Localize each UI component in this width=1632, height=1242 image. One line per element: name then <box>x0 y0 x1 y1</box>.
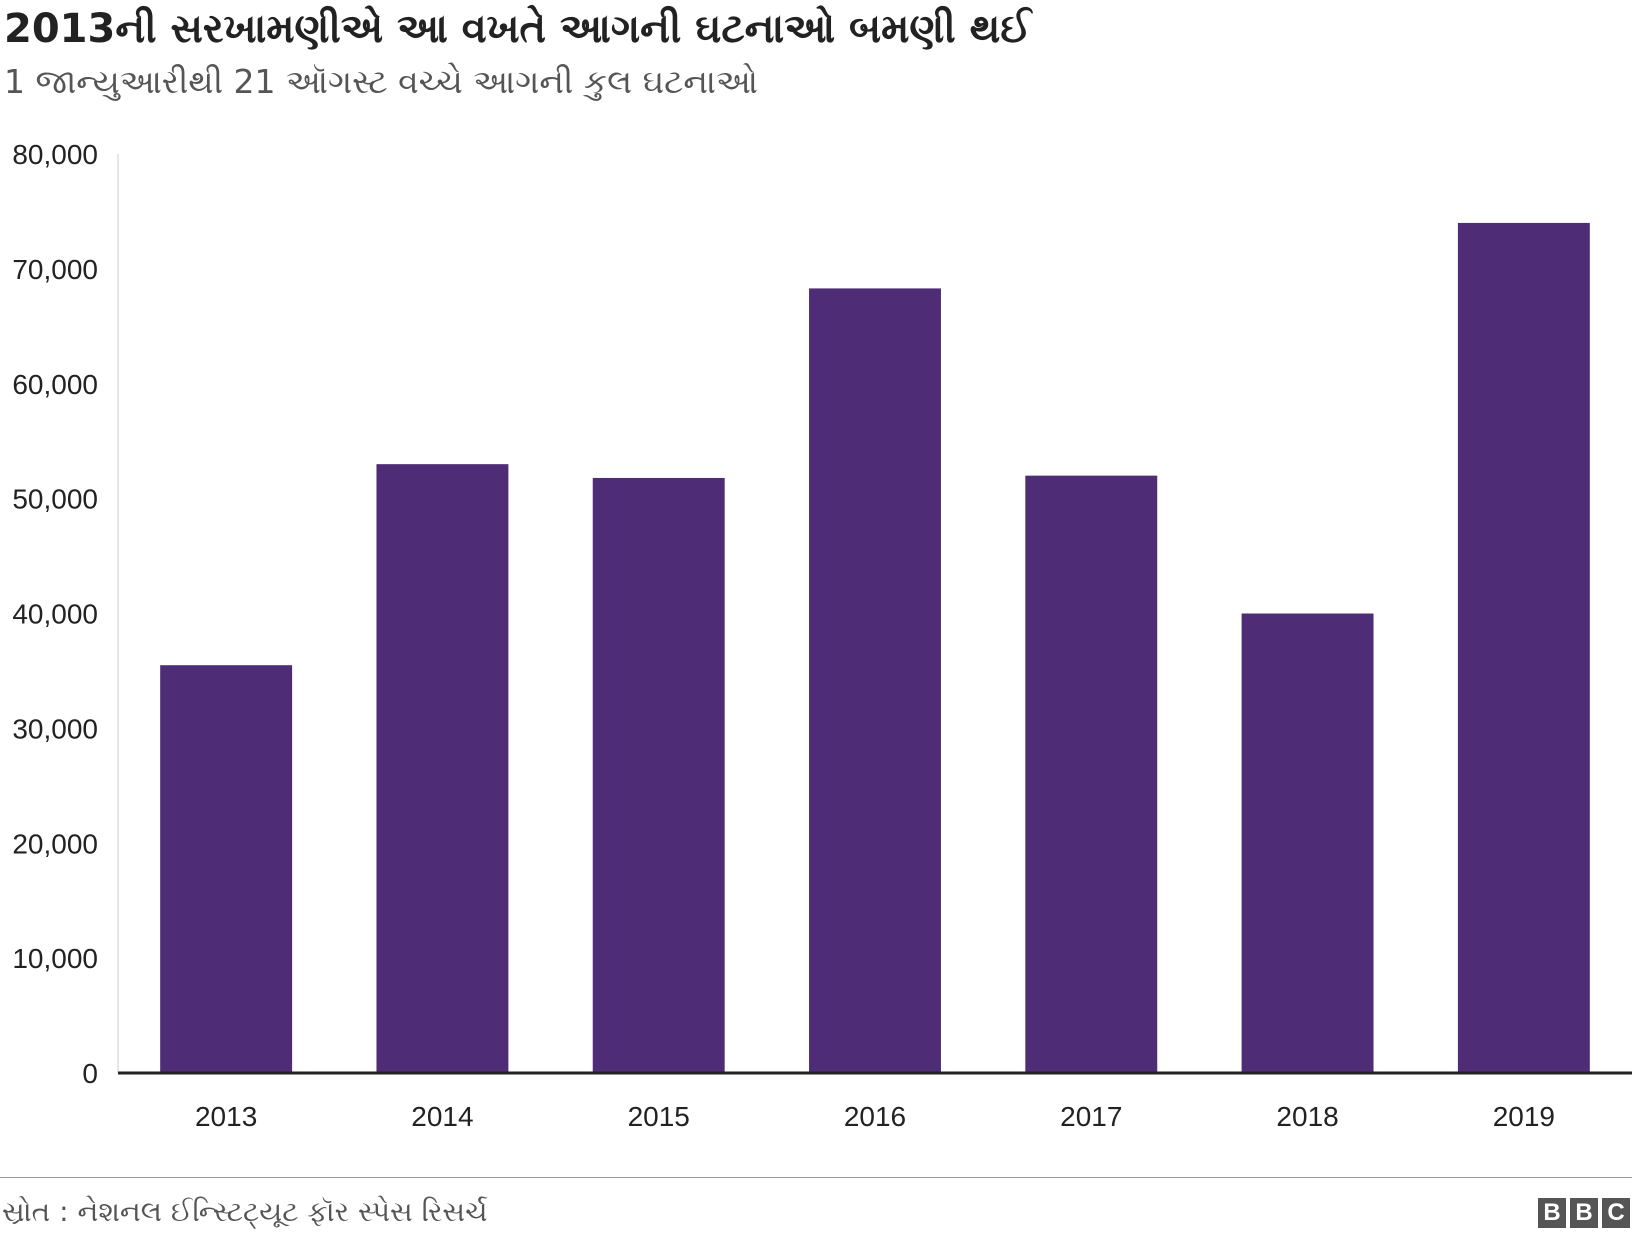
y-tick-label: 40,000 <box>12 599 98 630</box>
bbc-logo-letter: B <box>1570 1198 1598 1228</box>
x-tick-label: 2014 <box>411 1101 473 1132</box>
bbc-logo-letter: C <box>1602 1198 1630 1228</box>
bar <box>1457 222 1590 1074</box>
bar <box>809 288 941 1073</box>
y-tick-label: 0 <box>82 1058 98 1089</box>
y-tick-label: 20,000 <box>12 828 98 859</box>
x-tick-label: 2013 <box>195 1101 257 1132</box>
chart-title: 2013ની સરખામણીએ આ વખતે આગની ઘટનાઓ બમણી થ… <box>4 6 1032 52</box>
bar <box>376 464 509 1074</box>
x-tick-label: 2015 <box>628 1101 690 1132</box>
x-tick-label: 2018 <box>1276 1101 1338 1132</box>
bar-chart: 0 10,000 20,000 30,000 40,000 50,000 60,000 70,… <box>12 139 1632 1132</box>
bar <box>160 665 293 1073</box>
source-note: સ્રોત : નેશનલ ઈન્સ્ટિટ્યૂટ ફૉર સ્પેસ રિસ… <box>2 1195 488 1228</box>
x-tick-label: 2017 <box>1060 1101 1122 1132</box>
bar <box>1241 613 1374 1073</box>
x-tick-label: 2016 <box>844 1101 906 1132</box>
y-tick-label: 60,000 <box>12 369 98 400</box>
bbc-logo-letter: B <box>1538 1198 1566 1228</box>
footer-divider <box>0 1177 1632 1178</box>
bar <box>592 477 725 1073</box>
y-tick-label: 30,000 <box>12 713 98 744</box>
chart-subtitle: 1 જાન્યુઆરીથી 21 ઑગસ્ટ વચ્ચે આગની કુલ ઘટ… <box>4 62 758 101</box>
y-tick-label: 70,000 <box>12 254 98 285</box>
x-tick-label: 2019 <box>1493 1101 1555 1132</box>
y-tick-label: 50,000 <box>12 484 98 515</box>
bbc-logo: B B C <box>1538 1198 1630 1228</box>
y-tick-label: 80,000 <box>12 139 98 170</box>
bar <box>1025 475 1158 1073</box>
y-tick-label: 10,000 <box>12 943 98 974</box>
